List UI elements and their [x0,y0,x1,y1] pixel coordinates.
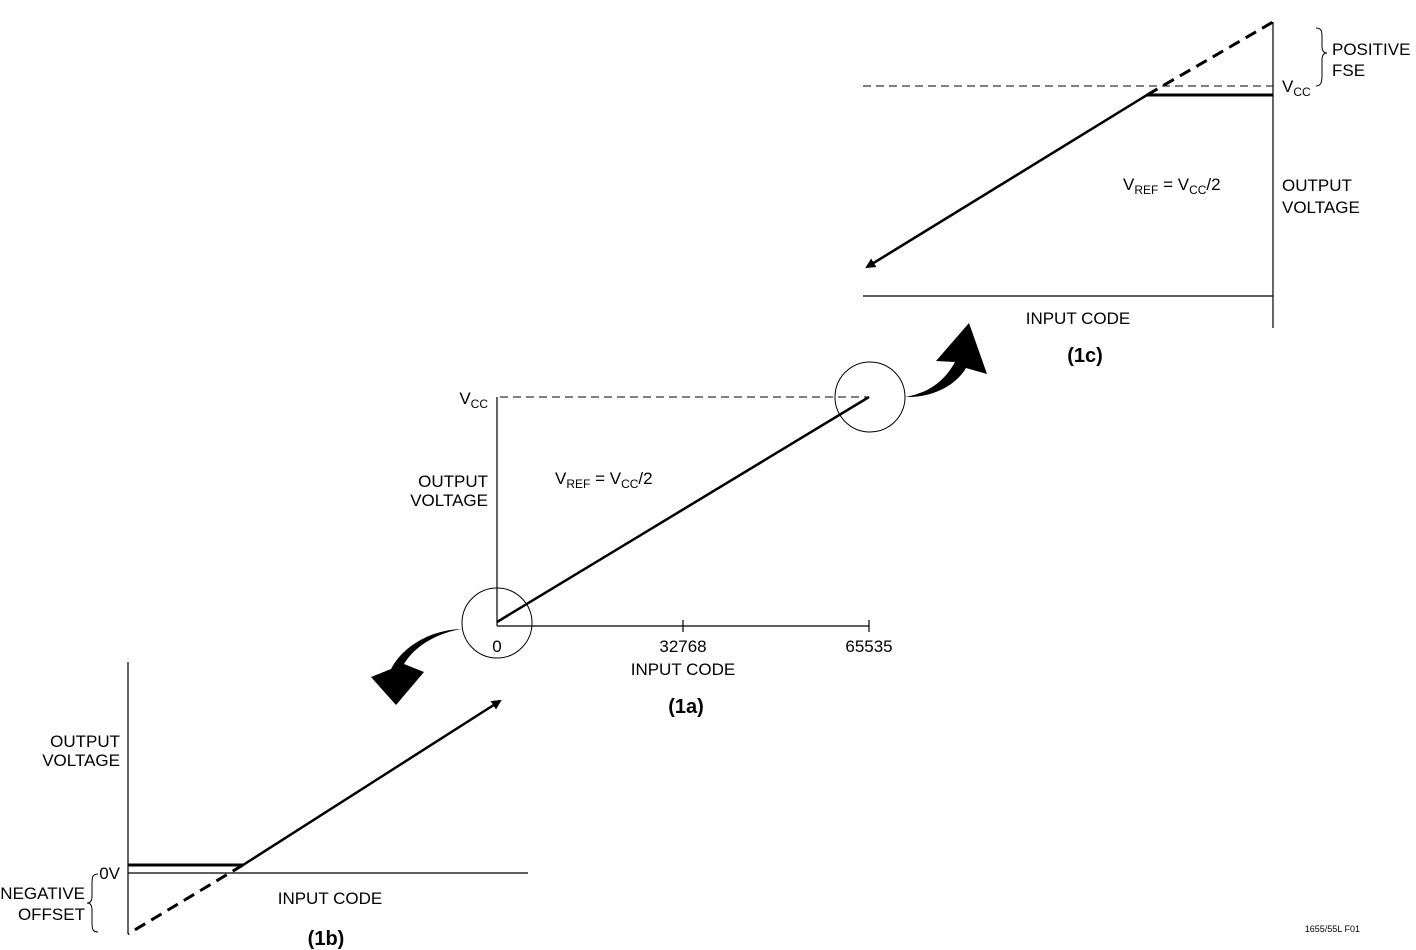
panel-1c-transfer-line [865,93,1148,269]
panel-1b-y-axis-label-1b: VOLTAGE [42,751,120,770]
curved-arrow-to-1c [905,323,987,398]
panel-1c-y-axis-label-1: OUTPUT [1282,176,1352,195]
panel-1c-fse-label-2: FSE [1332,61,1365,80]
panel-1c-y-axis-label-2: VOLTAGE [1282,198,1360,217]
panel-1c-vref-label: VREF = VCC/2 [1123,175,1221,197]
panel-1b-ideal-dashed-line [127,863,244,936]
panel-1b: OUTPUT VOLTAGE OUTPUT 0V NEGATIVE OFFSET… [0,662,528,950]
panel-1a-vref-label: VREF = VCC/2 [555,469,653,491]
panel-1a-zero-circle [461,587,533,659]
panel-1b-x-axis-label: INPUT CODE [278,889,383,908]
figure-id-label: 1655/55L F01 [1305,924,1360,934]
panel-1a-vcc-label: VCC [459,389,488,411]
panel-1a-tick-label-mid: 32768 [659,637,706,656]
panel-1b-zero-label: 0V [99,864,120,883]
panel-1b-offset-brace [86,873,99,933]
panel-1c: VCC POSITIVE FSE OUTPUT VOLTAGE VREF = V… [863,20,1410,367]
panel-1b-y-axis-label-1: OUTPUT [50,732,120,751]
panel-1a-y-axis-label-2: VOLTAGE [410,491,488,510]
panel-1c-x-axis-label: INPUT CODE [1026,309,1131,328]
panel-1c-fse-label-1: POSITIVE [1332,40,1410,59]
panel-1a-x-axis-label: INPUT CODE [631,660,736,679]
panel-1c-fse-brace [1315,27,1328,87]
panel-1a-tick-label-0: 0 [492,637,501,656]
panel-1c-vcc-label: VCC [1282,77,1311,99]
panel-1b-caption: (1b) [308,928,345,950]
panel-1c-caption: (1c) [1067,345,1103,367]
curved-arrow-to-1b [371,629,462,705]
panel-1a-tick-label-max: 65535 [845,637,892,656]
panel-1a-transfer-line [496,395,870,624]
panel-1b-transfer-line [242,699,502,867]
panel-1a-y-axis-label-1: OUTPUT [418,472,488,491]
panel-1a-caption: (1a) [668,696,704,718]
panel-1a: VCC OUTPUT VOLTAGE VREF = VCC/2 0 32768 … [410,361,906,718]
panel-1c-ideal-dashed-line [1146,20,1274,97]
panel-1b-offset-label-2: OFFSET [18,905,85,924]
panel-1b-offset-label-1: NEGATIVE [0,884,85,903]
